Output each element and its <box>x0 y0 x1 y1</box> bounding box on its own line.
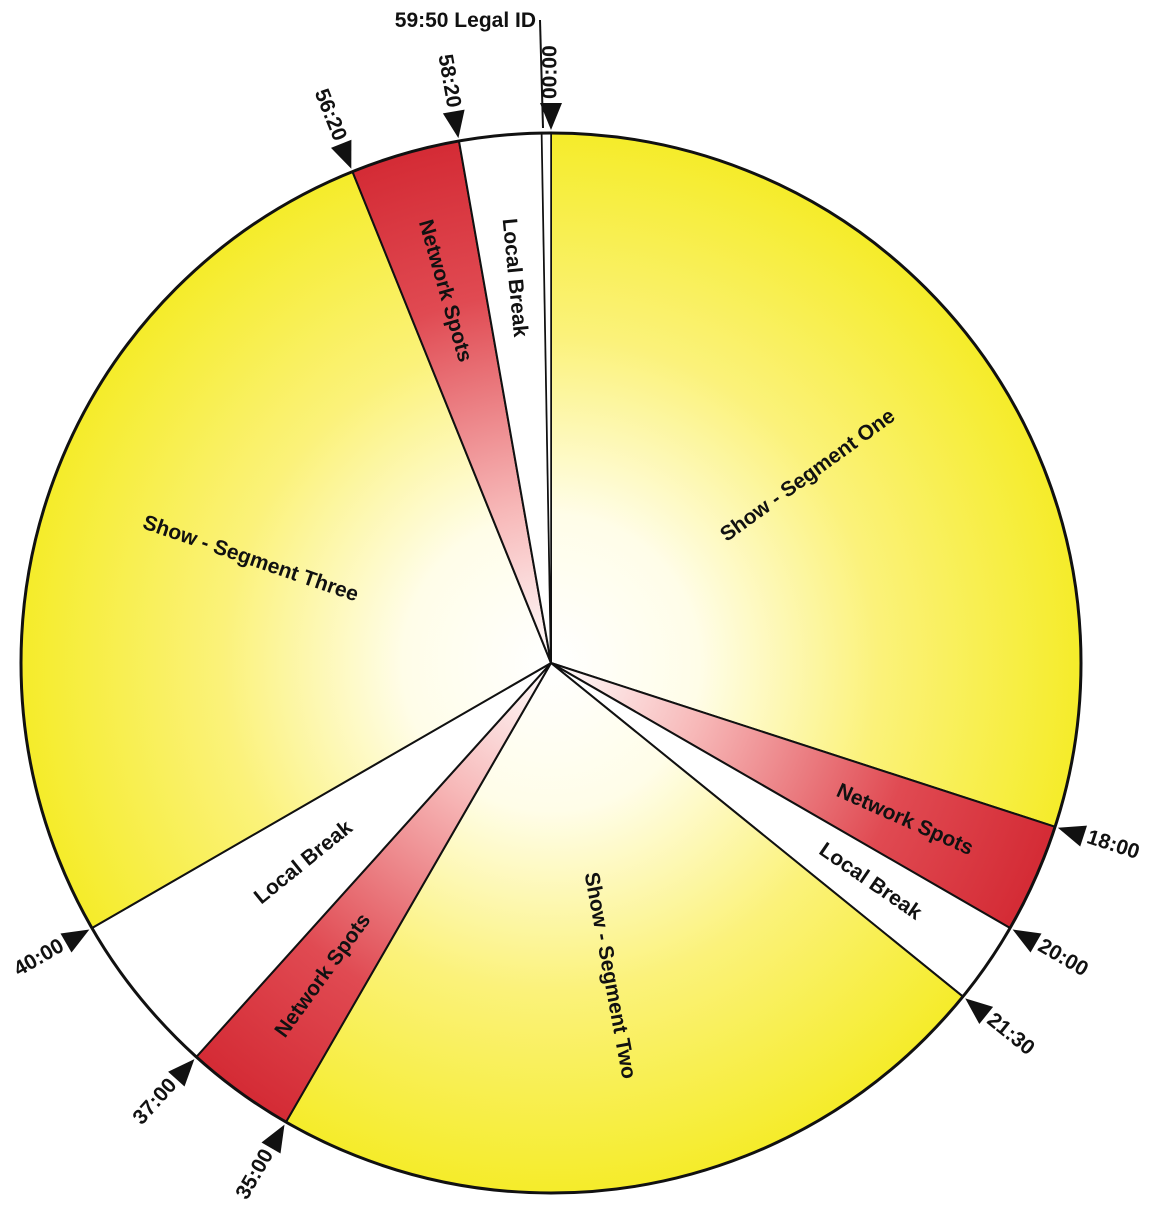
marker-arrow-00-00 <box>540 103 562 130</box>
marker-label-56-20: 56:20 <box>310 86 351 144</box>
marker-label-21-30: 21:30 <box>983 1008 1039 1060</box>
marker-label-37-00: 37:00 <box>128 1074 181 1129</box>
marker-arrow-35-00 <box>261 1124 285 1154</box>
marker-arrow-40-00 <box>60 929 90 953</box>
marker-label-00-00: 00:00 <box>539 45 562 99</box>
marker-arrow-21-30 <box>965 998 994 1024</box>
clock-slices <box>19 131 1083 1195</box>
clock-outline <box>19 131 1083 1195</box>
marker-arrow-20-00 <box>1012 929 1042 953</box>
marker-arrow-37-00 <box>168 1059 195 1087</box>
marker-label-58-20: 58:20 <box>433 53 465 110</box>
legal-id-label: 59:50 Legal ID <box>395 9 536 32</box>
marker-label-35-00: 35:00 <box>231 1145 278 1203</box>
marker-arrow-18-00 <box>1057 825 1087 847</box>
marker-arrow-56-20 <box>331 139 352 169</box>
marker-arrow-58-20 <box>442 109 465 139</box>
marker-label-40-00: 40:00 <box>10 934 68 981</box>
legal-id-marker: 59:50 Legal ID <box>395 9 544 129</box>
marker-label-20-00: 20:00 <box>1034 934 1092 981</box>
legal-id-leader-line <box>539 19 544 129</box>
marker-label-18-00: 18:00 <box>1084 825 1142 863</box>
